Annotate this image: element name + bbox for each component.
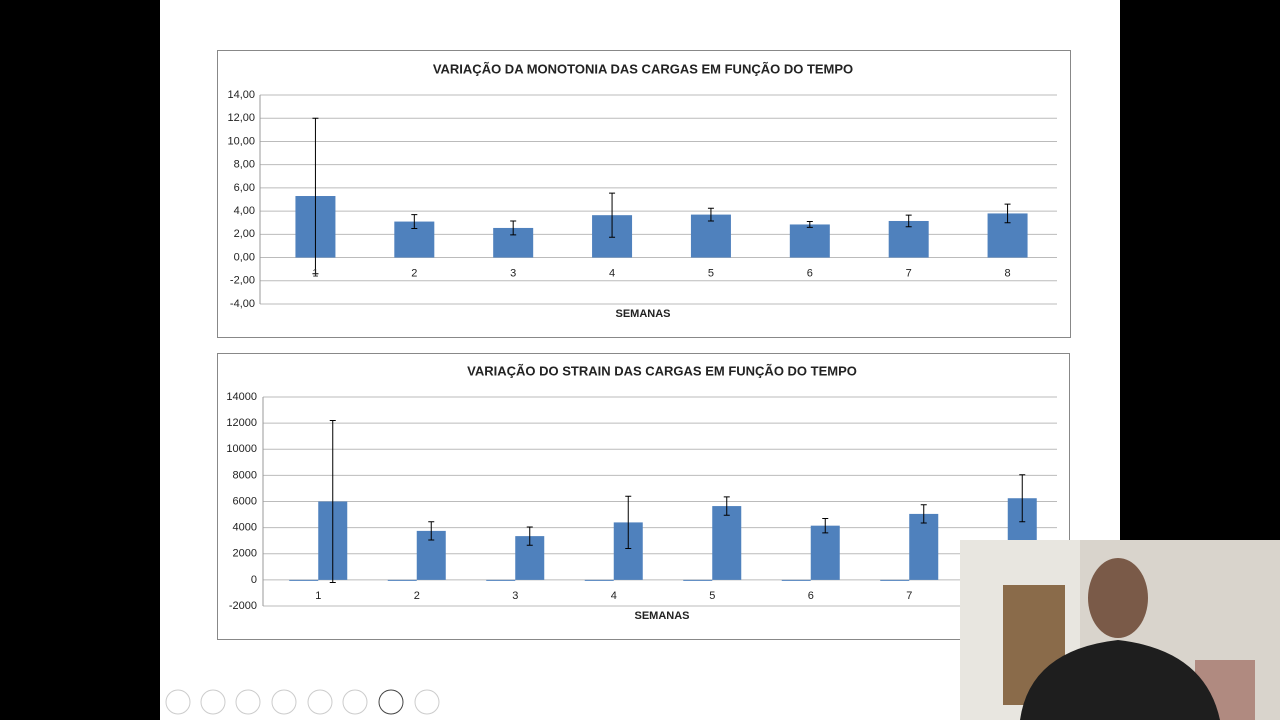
camera-button[interactable]: [378, 689, 404, 715]
error-bar: [312, 117, 319, 275]
more-button[interactable]: [414, 689, 440, 715]
y-tick-label: -2,00: [230, 275, 255, 287]
bar: [690, 214, 731, 258]
toolbar: [165, 689, 440, 715]
y-tick-label: 14000: [226, 391, 257, 403]
chart-frame: [217, 353, 1070, 640]
y-tick-label: -4,00: [230, 298, 255, 310]
x-tick-label: 2: [411, 267, 417, 279]
error-bar: [1004, 203, 1011, 224]
bar: [712, 506, 742, 580]
x-tick-label: 5: [708, 267, 714, 279]
error-bar: [428, 521, 435, 541]
y-tick-label: 2000: [233, 548, 257, 560]
x-tick-label: 8: [1005, 267, 1011, 279]
chart-title: VARIAÇÃO DO STRAIN DAS CARGAS EM FUNÇÃO …: [467, 363, 857, 378]
x-axis-title: SEMANAS: [634, 610, 689, 622]
y-tick-label: 14,00: [227, 89, 255, 101]
y-tick-label: 0,00: [234, 251, 255, 263]
charts: VARIAÇÃO DA MONOTONIA DAS CARGAS EM FUNÇ…: [226, 61, 1057, 622]
error-bar: [905, 214, 912, 228]
error-bar: [609, 192, 616, 238]
y-tick-label: 12000: [226, 417, 257, 429]
y-tick-label: 6000: [233, 495, 257, 507]
y-tick-label: 12,00: [227, 112, 255, 124]
chart-frame: [217, 50, 1071, 338]
webcam: [960, 540, 1280, 720]
x-tick-label: 7: [906, 267, 912, 279]
y-tick-label: 0: [251, 574, 257, 586]
x-tick-label: 5: [709, 590, 715, 602]
bar: [781, 579, 811, 581]
error-bar: [707, 207, 714, 222]
x-tick-label: 1: [315, 590, 321, 602]
x-tick-label: 2: [414, 590, 420, 602]
bar: [880, 579, 910, 581]
pen-button[interactable]: [235, 689, 261, 715]
x-tick-label: 1: [312, 267, 318, 279]
bar: [789, 224, 830, 258]
error-bar: [806, 221, 813, 228]
y-tick-label: 10,00: [227, 135, 255, 147]
y-tick-label: 6,00: [234, 182, 255, 194]
y-tick-label: 8000: [233, 469, 257, 481]
y-tick-label: 4000: [233, 522, 257, 534]
x-tick-label: 6: [808, 590, 814, 602]
slides-button[interactable]: [271, 689, 297, 715]
x-tick-label: 7: [906, 590, 912, 602]
screen-button[interactable]: [342, 689, 368, 715]
next-button[interactable]: [200, 689, 226, 715]
head: [1088, 558, 1148, 638]
x-axis-title: SEMANAS: [615, 308, 670, 320]
x-tick-label: 3: [510, 267, 516, 279]
bar: [289, 579, 319, 581]
error-bar: [822, 517, 829, 534]
error-bar: [920, 504, 927, 524]
y-tick-label: 2,00: [234, 228, 255, 240]
x-tick-label: 4: [609, 267, 615, 279]
bar: [584, 579, 614, 581]
bar: [486, 579, 516, 581]
bar: [810, 525, 840, 580]
zoom-button[interactable]: [307, 689, 333, 715]
y-tick-label: 4,00: [234, 205, 255, 217]
y-tick-label: 8,00: [234, 159, 255, 171]
error-bar: [329, 420, 336, 583]
x-tick-label: 6: [807, 267, 813, 279]
error-bar: [1019, 474, 1026, 523]
error-bar: [625, 495, 632, 550]
y-tick-label: 10000: [226, 443, 257, 455]
x-tick-label: 3: [512, 590, 518, 602]
y-tick-label: -2000: [229, 600, 257, 612]
error-bar: [411, 214, 418, 230]
chart-title: VARIAÇÃO DA MONOTONIA DAS CARGAS EM FUNÇ…: [433, 61, 853, 76]
prev-button[interactable]: [165, 689, 191, 715]
error-bar: [510, 220, 517, 236]
error-bar: [526, 526, 533, 546]
error-bar: [723, 496, 730, 516]
x-tick-label: 4: [611, 590, 617, 602]
shirt: [1020, 640, 1220, 720]
bar: [909, 513, 939, 580]
bar: [683, 579, 713, 581]
bar: [387, 579, 417, 581]
